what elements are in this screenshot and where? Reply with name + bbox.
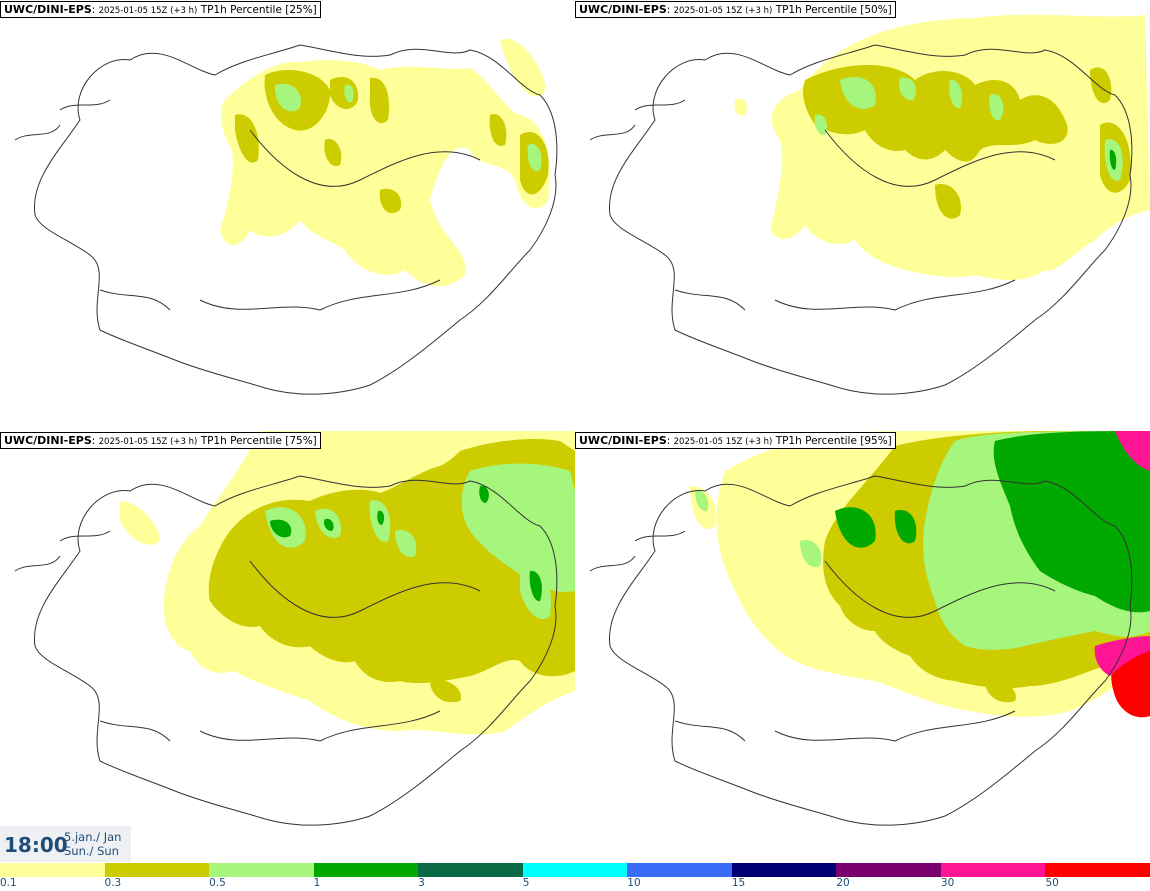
legend-swatch — [522, 863, 628, 877]
valid-date-line1: 5.jan./ Jan — [64, 830, 122, 844]
map-panel-p95: UWC/DINI-EPS: 2025-01-05 15Z (+3 h) TP1h… — [575, 431, 1150, 862]
precip-field — [120, 431, 575, 735]
legend-swatch — [104, 863, 210, 877]
legend-label: 0.5 — [209, 877, 226, 889]
panel-title: UWC/DINI-EPS: 2025-01-05 15Z (+3 h) TP1h… — [0, 432, 321, 449]
map-canvas — [14, 39, 558, 395]
legend-swatch — [0, 863, 105, 877]
legend-label: 3 — [418, 877, 425, 889]
map-panel-p25: UWC/DINI-EPS: 2025-01-05 15Z (+3 h) TP1h… — [0, 0, 575, 431]
panel-title: UWC/DINI-EPS: 2025-01-05 15Z (+3 h) TP1h… — [575, 432, 896, 449]
legend-swatch — [313, 863, 419, 877]
legend-label: 50 — [1045, 877, 1059, 889]
legend-label: 10 — [627, 877, 641, 889]
map-canvas — [589, 431, 1150, 826]
valid-date-line2: Sun./ Sun — [64, 844, 119, 858]
legend-swatch — [731, 863, 837, 877]
valid-time-box: 18:00 5.jan./ Jan Sun./ Sun — [0, 826, 131, 862]
legend-label: 15 — [731, 877, 746, 889]
legend-label: 0.3 — [104, 877, 122, 889]
legend-label: 5 — [522, 877, 530, 889]
iceland-outline — [14, 44, 558, 395]
precip-field — [220, 39, 551, 287]
map-panel-p50: UWC/DINI-EPS: 2025-01-05 15Z (+3 h) TP1h… — [575, 0, 1150, 431]
legend-swatch — [940, 863, 1046, 877]
iceland-outline — [589, 44, 1133, 395]
panel-title: UWC/DINI-EPS: 2025-01-05 15Z (+3 h) TP1h… — [575, 1, 896, 18]
precip-field — [734, 14, 1150, 280]
legend-swatch — [627, 863, 732, 877]
legend-swatch — [418, 863, 523, 877]
legend-swatch — [209, 863, 314, 877]
legend-label: 0.1 — [0, 877, 17, 889]
legend-swatch — [836, 863, 941, 877]
precip-field — [690, 431, 1150, 718]
color-legend — [0, 863, 1150, 877]
legend-label: 1 — [313, 877, 321, 889]
legend-label: 30 — [940, 877, 955, 889]
map-canvas — [589, 14, 1150, 395]
map-panel-p75: UWC/DINI-EPS: 2025-01-05 15Z (+3 h) TP1h… — [0, 431, 575, 862]
valid-time: 18:00 — [4, 833, 68, 857]
iceland-outline — [14, 475, 558, 826]
iceland-outline — [589, 475, 1133, 826]
legend-label: 20 — [836, 877, 850, 889]
valid-date: 5.jan./ Jan Sun./ Sun — [64, 830, 121, 858]
map-canvas — [14, 431, 575, 826]
legend-swatch — [1045, 863, 1150, 877]
panel-title: UWC/DINI-EPS: 2025-01-05 15Z (+3 h) TP1h… — [0, 1, 321, 18]
legend-labels: 0.1 0.3 0.5 1 3 5 10 15 20 30 50 — [0, 877, 1150, 891]
